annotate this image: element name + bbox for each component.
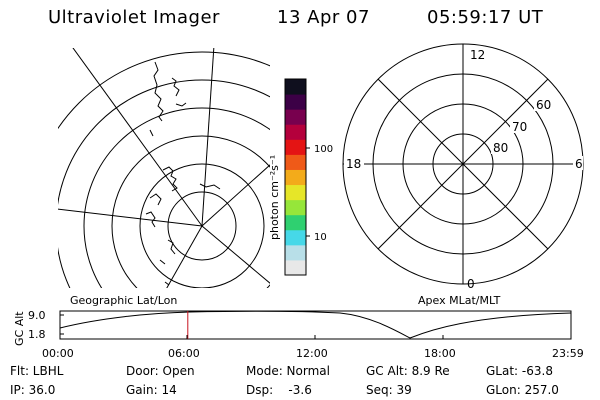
geo-meridian	[201, 225, 270, 284]
geo-lat-circle	[83, 107, 270, 288]
timeline-xtick-label: 06:00	[168, 347, 200, 360]
geographic-map	[58, 48, 270, 288]
colorbar-tick-10: 10	[314, 232, 327, 243]
gc-alt-value: GC Alt: 8.9 Re	[366, 364, 450, 378]
colorbar	[285, 79, 306, 276]
mlt-label-6: 6	[575, 157, 583, 171]
mlt-label-18: 18	[346, 157, 361, 171]
coastline	[145, 61, 221, 286]
timeline-xtick-label: 00:00	[42, 347, 74, 360]
glat-value: GLat: -63.8	[486, 364, 553, 378]
colorbar-swatch	[285, 94, 306, 110]
label-bg	[534, 98, 554, 111]
glon-value: GLon: 257.0	[486, 383, 559, 397]
colorbar-swatch	[285, 259, 306, 276]
timeline-xtick-label: 12:00	[296, 347, 328, 360]
geo-map-caption: Geographic Lat/Lon	[70, 294, 177, 307]
colorbar-swatch	[285, 79, 306, 95]
geo-meridian	[58, 208, 203, 227]
timeline-xtick-label: 23:59	[552, 347, 584, 360]
colorbar-tick-100: 100	[314, 144, 333, 155]
label-bg	[467, 47, 485, 61]
apex-map	[342, 43, 584, 285]
label-bg	[573, 156, 583, 170]
colorbar-swatch	[285, 199, 306, 216]
colorbar-frame	[284, 78, 307, 276]
mlt-label-12: 12	[470, 48, 485, 62]
date-label: 13 Apr 07	[277, 7, 370, 28]
colorbar-swatch	[285, 229, 306, 246]
dsp-value: Dsp: -3.6	[246, 383, 312, 397]
label-bg	[491, 141, 511, 154]
colorbar-swatch	[285, 109, 306, 125]
door-status: Door: Open	[126, 364, 195, 378]
geo-meridian	[201, 48, 215, 227]
apex-mlt-line	[377, 78, 549, 250]
seq-value: Seq: 39	[366, 383, 412, 397]
lat-label-80: 80	[493, 141, 508, 155]
colorbar-swatch	[285, 214, 306, 231]
gain-value: Gain: 14	[126, 383, 177, 397]
timeline-ytick-label: 9.0	[28, 309, 46, 322]
geo-meridian	[72, 48, 203, 227]
geo-lat-circle	[58, 79, 270, 288]
imager-title: Ultraviolet Imager	[48, 7, 220, 28]
timeline-xtick-label: 18:00	[424, 347, 456, 360]
colorbar-swatch	[285, 244, 306, 261]
mode-value: Mode: Normal	[246, 364, 330, 378]
colorbar-swatch	[285, 169, 306, 186]
time-label: 05:59:17 UT	[427, 7, 544, 28]
colorbar-swatch	[285, 124, 306, 140]
colorbar-swatch	[285, 139, 306, 155]
filter-value: Flt: LBHL	[10, 364, 64, 378]
timeline-ytick-label: 1.8	[28, 328, 46, 341]
geo-lat-circle	[111, 135, 270, 288]
geo-lat-circle	[139, 163, 265, 288]
timeline-ylabel: GC Alt	[13, 311, 26, 346]
colorbar-swatch	[285, 154, 306, 170]
geo-meridian	[201, 164, 270, 227]
mlt-label-0: 0	[467, 277, 475, 291]
ip-value: IP: 36.0	[10, 383, 56, 397]
timeline-plot: Geographic Lat/Lon Apex MLat/MLT GC Alt …	[13, 294, 584, 360]
label-bg	[510, 120, 530, 133]
label-bg	[344, 156, 364, 170]
geo-meridian	[166, 225, 203, 288]
lat-label-60: 60	[536, 98, 551, 112]
colorbar-swatch	[285, 184, 306, 201]
lat-label-70: 70	[512, 120, 527, 134]
colorbar-label: photon cm⁻²s⁻¹	[268, 155, 281, 240]
geo-lat-circle	[167, 191, 237, 261]
geo-lat-circle	[58, 51, 270, 130]
apex-map-caption: Apex MLat/MLT	[418, 294, 501, 307]
altitude-curve	[59, 310, 572, 339]
